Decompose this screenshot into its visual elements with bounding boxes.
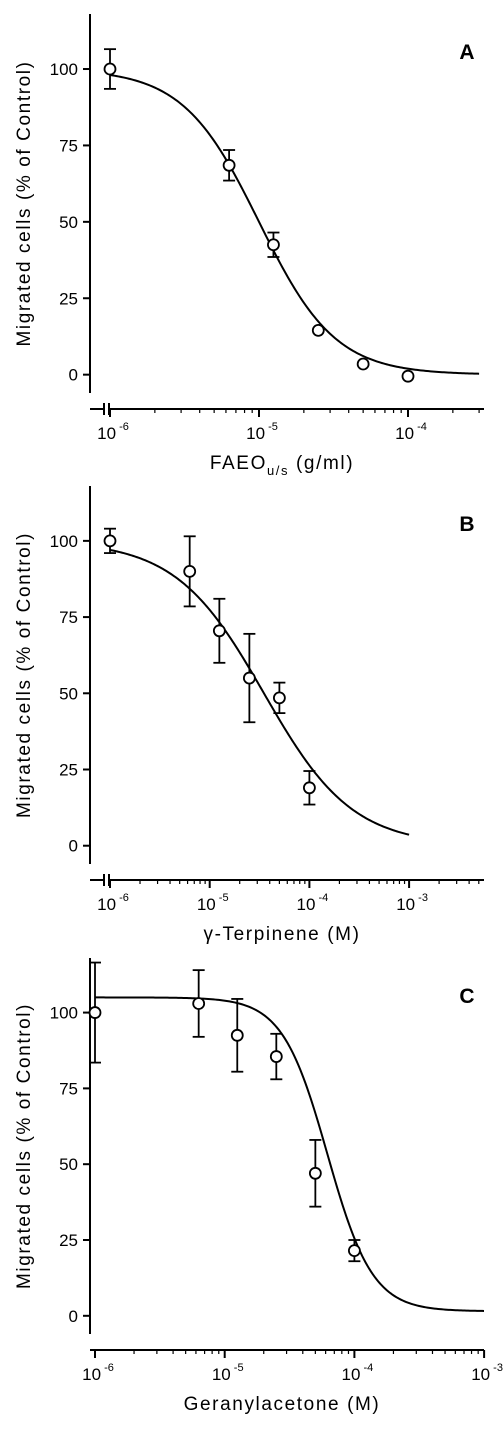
fit-curve <box>109 74 480 375</box>
y-axis-label: Migrated cells (% of Control) <box>14 60 35 346</box>
y-tick-label: 0 <box>69 366 78 385</box>
y-tick-label: 50 <box>59 213 78 232</box>
data-point <box>347 1244 361 1258</box>
data-point <box>272 691 286 705</box>
x-tick-label: 10 -5 <box>197 892 229 914</box>
y-axis-label: Migrated cells (% of Control) <box>14 1003 35 1289</box>
x-axis-label: γ-Terpinene (M) <box>203 924 360 945</box>
fit-curve <box>109 548 410 836</box>
data-point <box>88 1006 102 1019</box>
y-tick-label: 50 <box>59 684 78 703</box>
x-tick-label: 10 -5 <box>246 421 278 443</box>
chart-panel-c: 0 25 50 75 100 10 -6 10 -5 10 -4 10 -3 C Migrated … <box>14 958 503 1415</box>
data-point <box>269 1050 283 1063</box>
y-tick-label: 50 <box>59 1155 78 1174</box>
chart-panel-b: 0 25 50 75 100 10 -6 10 -5 10 -4 10 -3 B Migrated … <box>14 486 484 945</box>
y-tick-label: 75 <box>59 608 78 627</box>
axis-break-gap <box>105 407 108 411</box>
y-tick-label: 25 <box>59 761 78 780</box>
data-point <box>311 323 325 337</box>
data-point <box>356 357 370 371</box>
x-axis-label: Geranylacetone (M) <box>184 1394 381 1415</box>
data-point <box>222 158 236 172</box>
y-tick-label: 75 <box>59 136 78 155</box>
data-point <box>242 671 256 685</box>
x-tick-label: 10 -4 <box>297 892 329 914</box>
x-tick-label: 10 -6 <box>97 892 129 914</box>
data-point <box>267 238 280 252</box>
fit-curve <box>95 996 485 1312</box>
panel-letter: C <box>459 985 474 1008</box>
y-tick-label: 25 <box>59 289 78 308</box>
y-axis-label: Migrated cells (% of Control) <box>14 532 35 818</box>
x-tick-label: 10 -4 <box>395 421 427 443</box>
data-point <box>212 624 226 638</box>
y-tick-label: 100 <box>50 532 78 551</box>
y-tick-label: 0 <box>69 837 78 856</box>
panel-letter: B <box>459 513 474 536</box>
data-point <box>308 1166 322 1180</box>
x-axis-label: FAEOu/s (g/ml) <box>210 453 354 478</box>
x-tick-label: 10 -6 <box>82 1362 114 1384</box>
y-tick-label: 100 <box>50 60 78 79</box>
data-point <box>103 62 117 76</box>
y-tick-label: 25 <box>59 1231 78 1250</box>
data-point <box>401 369 415 383</box>
panel-letter: A <box>459 41 474 64</box>
data-point <box>103 534 117 548</box>
y-tick-label: 100 <box>50 1004 78 1023</box>
x-tick-label: 10 -4 <box>342 1362 374 1384</box>
data-point <box>192 997 206 1010</box>
x-tick-label: 10 -6 <box>97 421 129 443</box>
x-tick-label: 10 -5 <box>212 1362 244 1384</box>
y-tick-label: 0 <box>69 1307 78 1326</box>
x-tick-label: 10 -3 <box>471 1362 503 1384</box>
x-tick-label: 10 -3 <box>396 892 428 914</box>
chart-panel-a: 0 25 50 75 100 10 -6 10 -5 10 -4 A Migrated cells… <box>14 14 484 478</box>
data-point <box>302 781 316 795</box>
axis-break-gap <box>105 878 108 882</box>
data-point <box>230 1028 244 1042</box>
data-point <box>183 564 197 578</box>
y-tick-label: 75 <box>59 1079 78 1098</box>
